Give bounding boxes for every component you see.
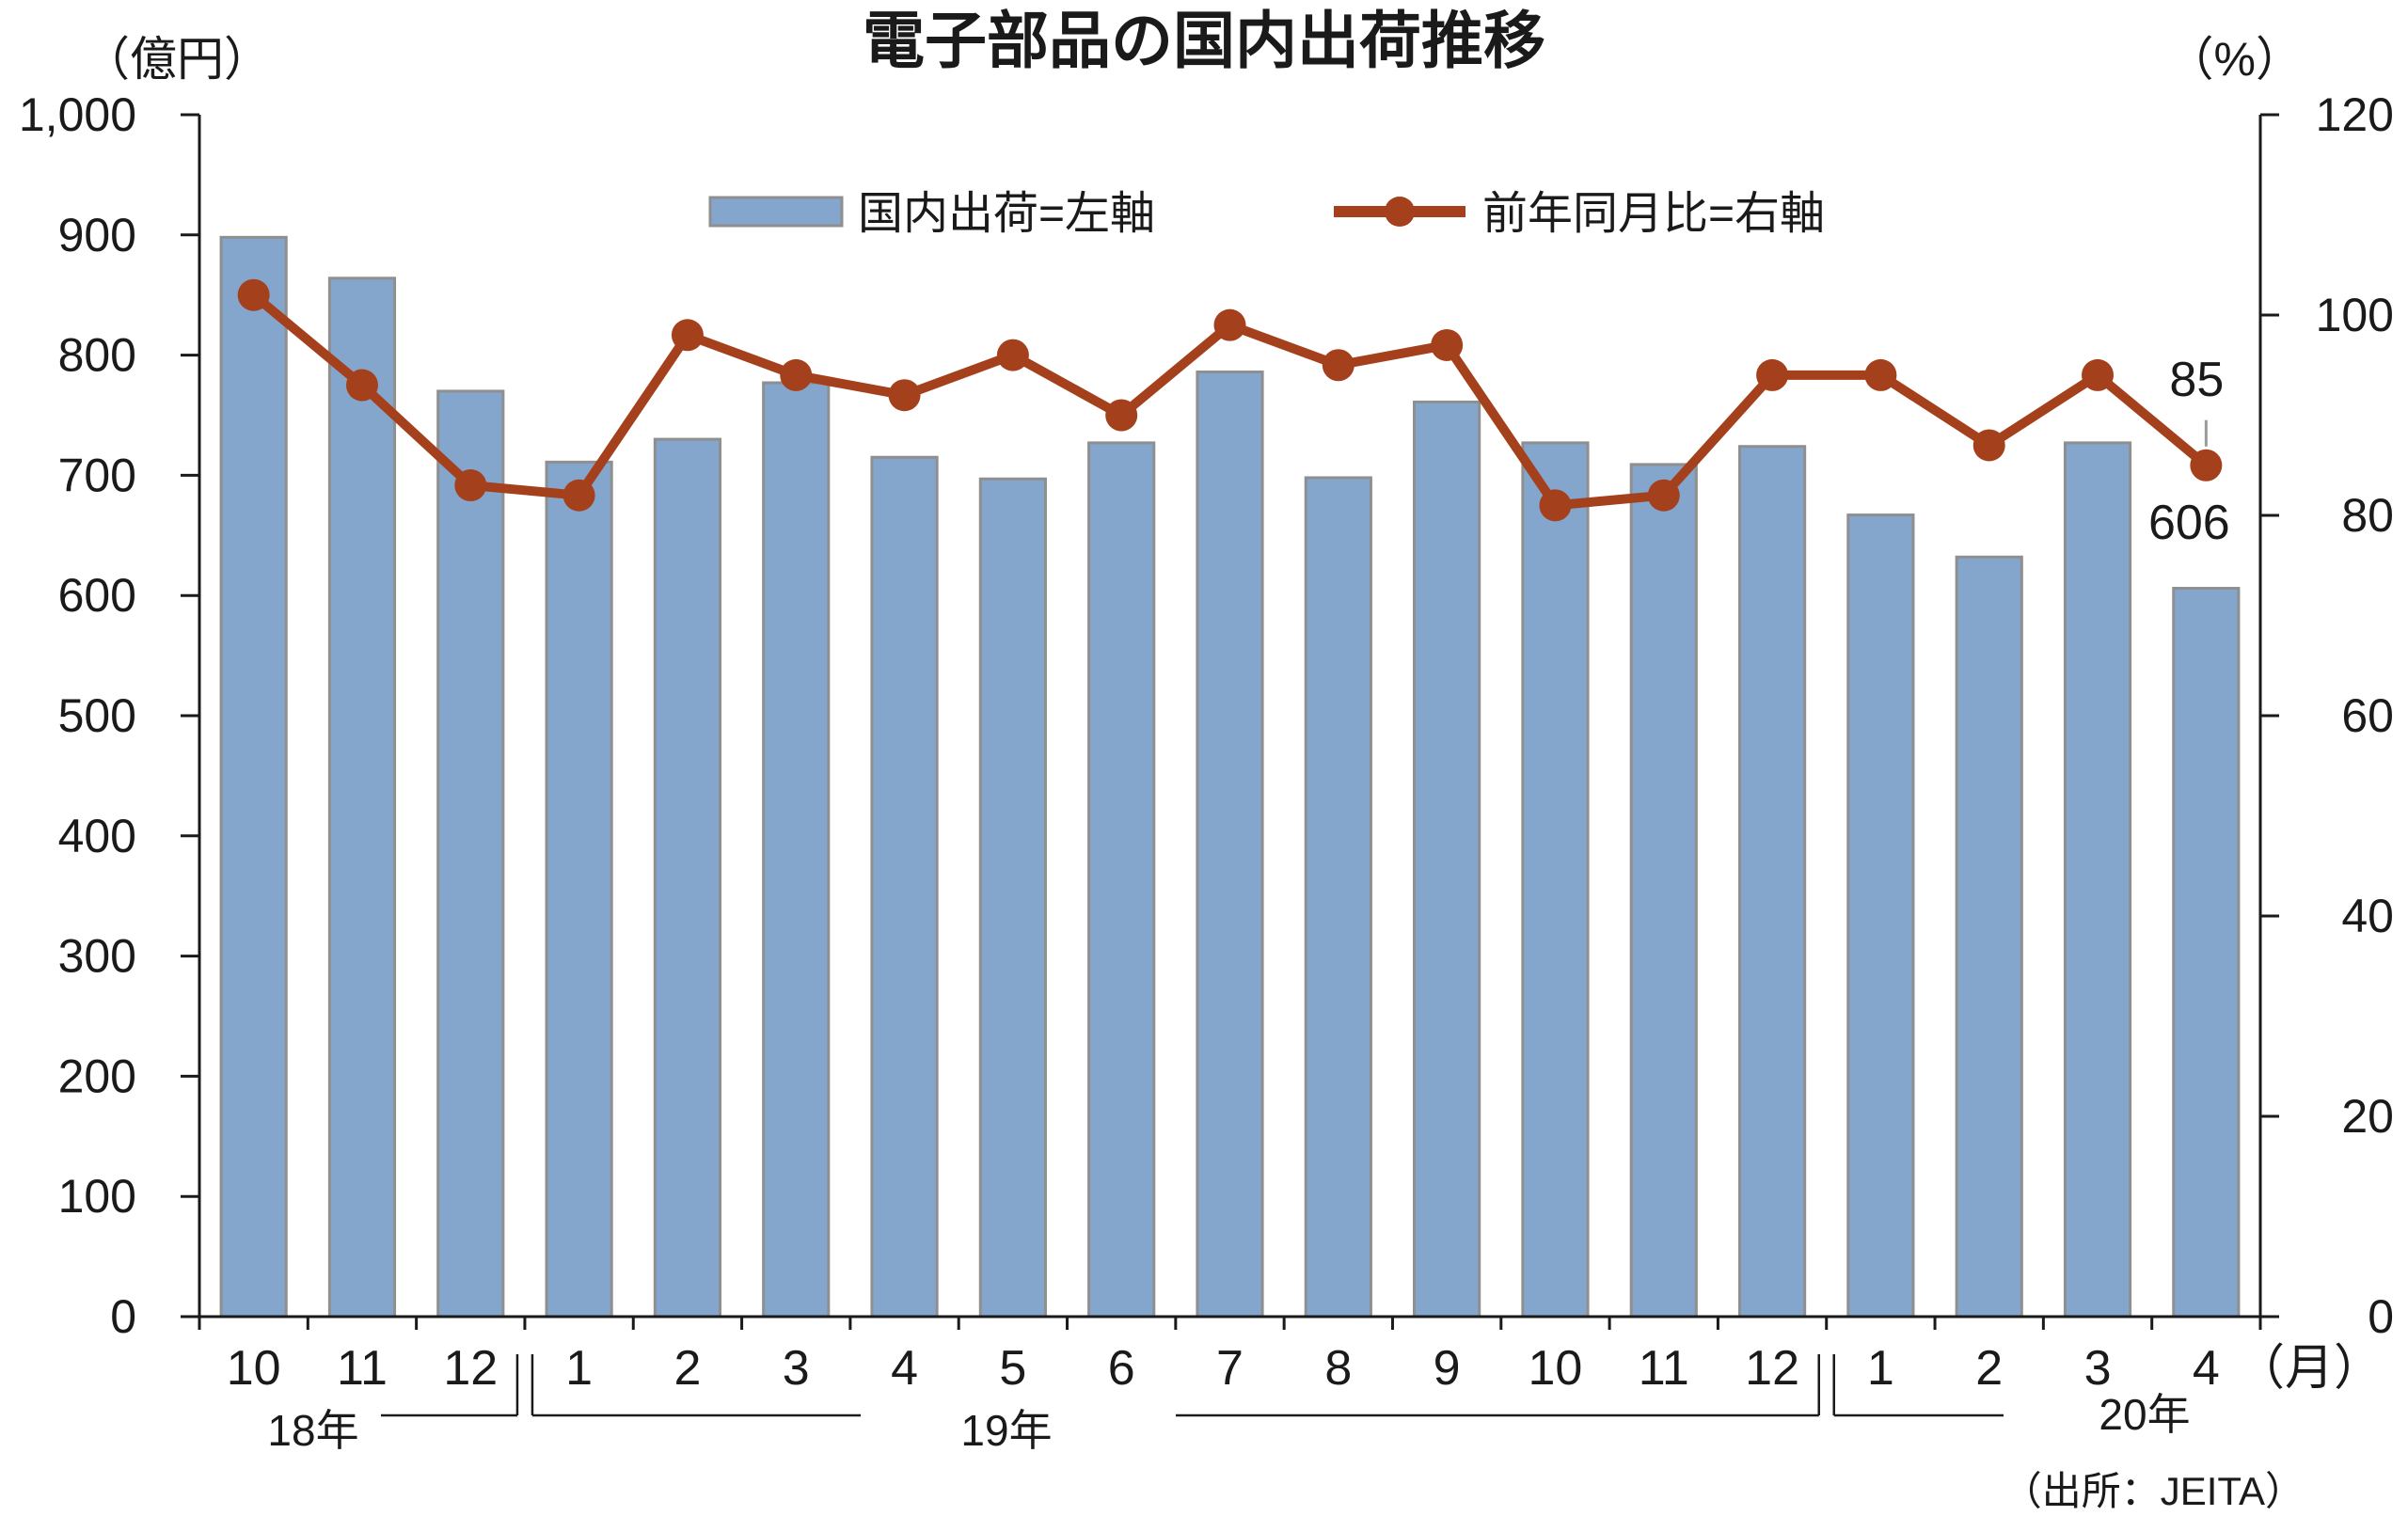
- chart-title: 電子部品の国内出荷推移: [863, 6, 1545, 75]
- left-tick-label-0: 0: [110, 1290, 136, 1343]
- x-tick-label-1: 11: [337, 1341, 388, 1396]
- right-tick-label-5: 100: [2316, 289, 2394, 341]
- x-tick-label-6: 4: [891, 1341, 918, 1396]
- yoy-point-3: [562, 479, 595, 512]
- left-tick-label-5: 500: [58, 689, 136, 742]
- yoy-point-13: [1647, 479, 1680, 512]
- year-brackets: 18年 19年 20年: [267, 1354, 2191, 1455]
- x-tick-label-10: 8: [1324, 1341, 1352, 1396]
- x-tick-label-13: 11: [1639, 1341, 1689, 1396]
- bar-17: [2063, 441, 2132, 1319]
- x-tick-label-17: 3: [2084, 1341, 2112, 1396]
- bar-10: [1304, 476, 1372, 1319]
- yoy-point-8: [1105, 399, 1138, 432]
- yoy-point-4: [671, 319, 704, 352]
- yoy-point-2: [454, 469, 487, 502]
- left-tick-label-4: 400: [58, 810, 136, 862]
- x-tick-label-8: 6: [1108, 1341, 1135, 1396]
- x-tick-label-2: 12: [443, 1341, 498, 1396]
- legend-line-label: 前年同月比=右軸: [1482, 189, 1825, 239]
- bar-12: [1521, 441, 1590, 1319]
- yoy-point-11: [1431, 328, 1464, 361]
- bar-13: [1629, 463, 1698, 1319]
- x-tick-label-4: 2: [673, 1341, 701, 1396]
- yoy-point-5: [780, 358, 813, 391]
- left-tick-label-10: 1,000: [19, 88, 136, 141]
- bar-2: [436, 389, 505, 1319]
- bar-3: [545, 460, 613, 1319]
- left-tick-label-3: 300: [58, 930, 136, 983]
- x-tick-label-5: 3: [783, 1341, 810, 1396]
- bar-7: [978, 477, 1047, 1319]
- yoy-point-10: [1322, 349, 1354, 382]
- right-axis-unit: （%）: [2167, 33, 2303, 86]
- bar-14: [1737, 445, 1807, 1319]
- left-axis-unit: （億円）: [83, 33, 271, 86]
- legend-bar-swatch: [708, 196, 844, 228]
- x-tick-label-14: 12: [1745, 1341, 1799, 1396]
- yoy-point-16: [1972, 429, 2005, 462]
- bar-8: [1087, 441, 1156, 1319]
- bar-last-label: 606: [2148, 496, 2230, 550]
- legend-line-marker: [1385, 197, 1415, 227]
- bar-11: [1413, 400, 1481, 1319]
- x-tick-label-16: 2: [1975, 1341, 2003, 1396]
- right-tick-label-4: 80: [2341, 489, 2394, 542]
- yoy-point-0: [237, 278, 270, 311]
- year-19-label: 19年: [960, 1406, 1052, 1455]
- yoy-point-9: [1213, 308, 1246, 341]
- left-tick-label-8: 800: [58, 329, 136, 382]
- bar-9: [1196, 370, 1264, 1319]
- right-tick-label-6: 120: [2316, 88, 2394, 141]
- line-last-label: 85: [2169, 353, 2224, 407]
- bar-6: [870, 455, 939, 1319]
- yoy-point-6: [888, 379, 921, 412]
- line-series: 85 606: [237, 278, 2230, 550]
- source-note: （出所：JEITA）: [2003, 1469, 2305, 1513]
- left-tick-label-7: 700: [58, 449, 136, 501]
- bar-16: [1955, 555, 2023, 1319]
- right-tick-label-1: 20: [2341, 1090, 2394, 1143]
- bar-15: [1846, 513, 1915, 1319]
- axes: 0 100 200 300 400 500 600 700 800 900 1,000 0 20 40 60…: [19, 88, 2394, 1343]
- right-tick-label-0: 0: [2368, 1290, 2394, 1343]
- left-tick-label-2: 200: [58, 1050, 136, 1102]
- x-tick-label-9: 7: [1216, 1341, 1244, 1396]
- year-20-label: 20年: [2099, 1390, 2190, 1439]
- x-tick-label-12: 10: [1529, 1341, 1583, 1396]
- legend-bar-label: 国内出荷=左軸: [858, 189, 1155, 239]
- x-tick-label-7: 5: [999, 1341, 1026, 1396]
- year-18-label: 18年: [267, 1406, 358, 1455]
- left-tick-label-6: 600: [58, 569, 136, 622]
- left-tick-label-1: 100: [58, 1170, 136, 1223]
- x-tick-label-0: 10: [227, 1341, 281, 1396]
- x-axis-ticks: 10 11 12 1 2 3 4 5 6 7 8 9 10 11 12 1 2 3 4: [227, 1341, 2220, 1396]
- yoy-point-1: [345, 369, 378, 402]
- bar-18: [2172, 587, 2241, 1319]
- legend: 国内出荷=左軸 前年同月比=右軸: [708, 189, 1825, 239]
- yoy-point-14: [1756, 358, 1789, 391]
- bar-5: [762, 381, 831, 1319]
- right-tick-label-2: 40: [2341, 890, 2394, 942]
- yoy-point-15: [1864, 358, 1897, 391]
- x-axis-unit: （月）: [2236, 1341, 2383, 1396]
- yoy-point-12: [1539, 489, 1572, 522]
- x-tick-label-3: 1: [565, 1341, 593, 1396]
- right-tick-label-3: 60: [2341, 689, 2394, 742]
- bar-series: [219, 235, 2241, 1319]
- yoy-point-7: [996, 339, 1029, 371]
- bar-0: [219, 235, 288, 1319]
- left-tick-label-9: 900: [58, 209, 136, 261]
- x-tick-label-15: 1: [1867, 1341, 1894, 1396]
- bar-1: [327, 276, 397, 1319]
- yoy-point-17: [2082, 358, 2115, 391]
- x-tick-label-11: 9: [1434, 1341, 1461, 1396]
- x-tick-label-18: 4: [2193, 1341, 2220, 1396]
- bar-4: [653, 437, 722, 1319]
- yoy-point-18: [2190, 449, 2223, 482]
